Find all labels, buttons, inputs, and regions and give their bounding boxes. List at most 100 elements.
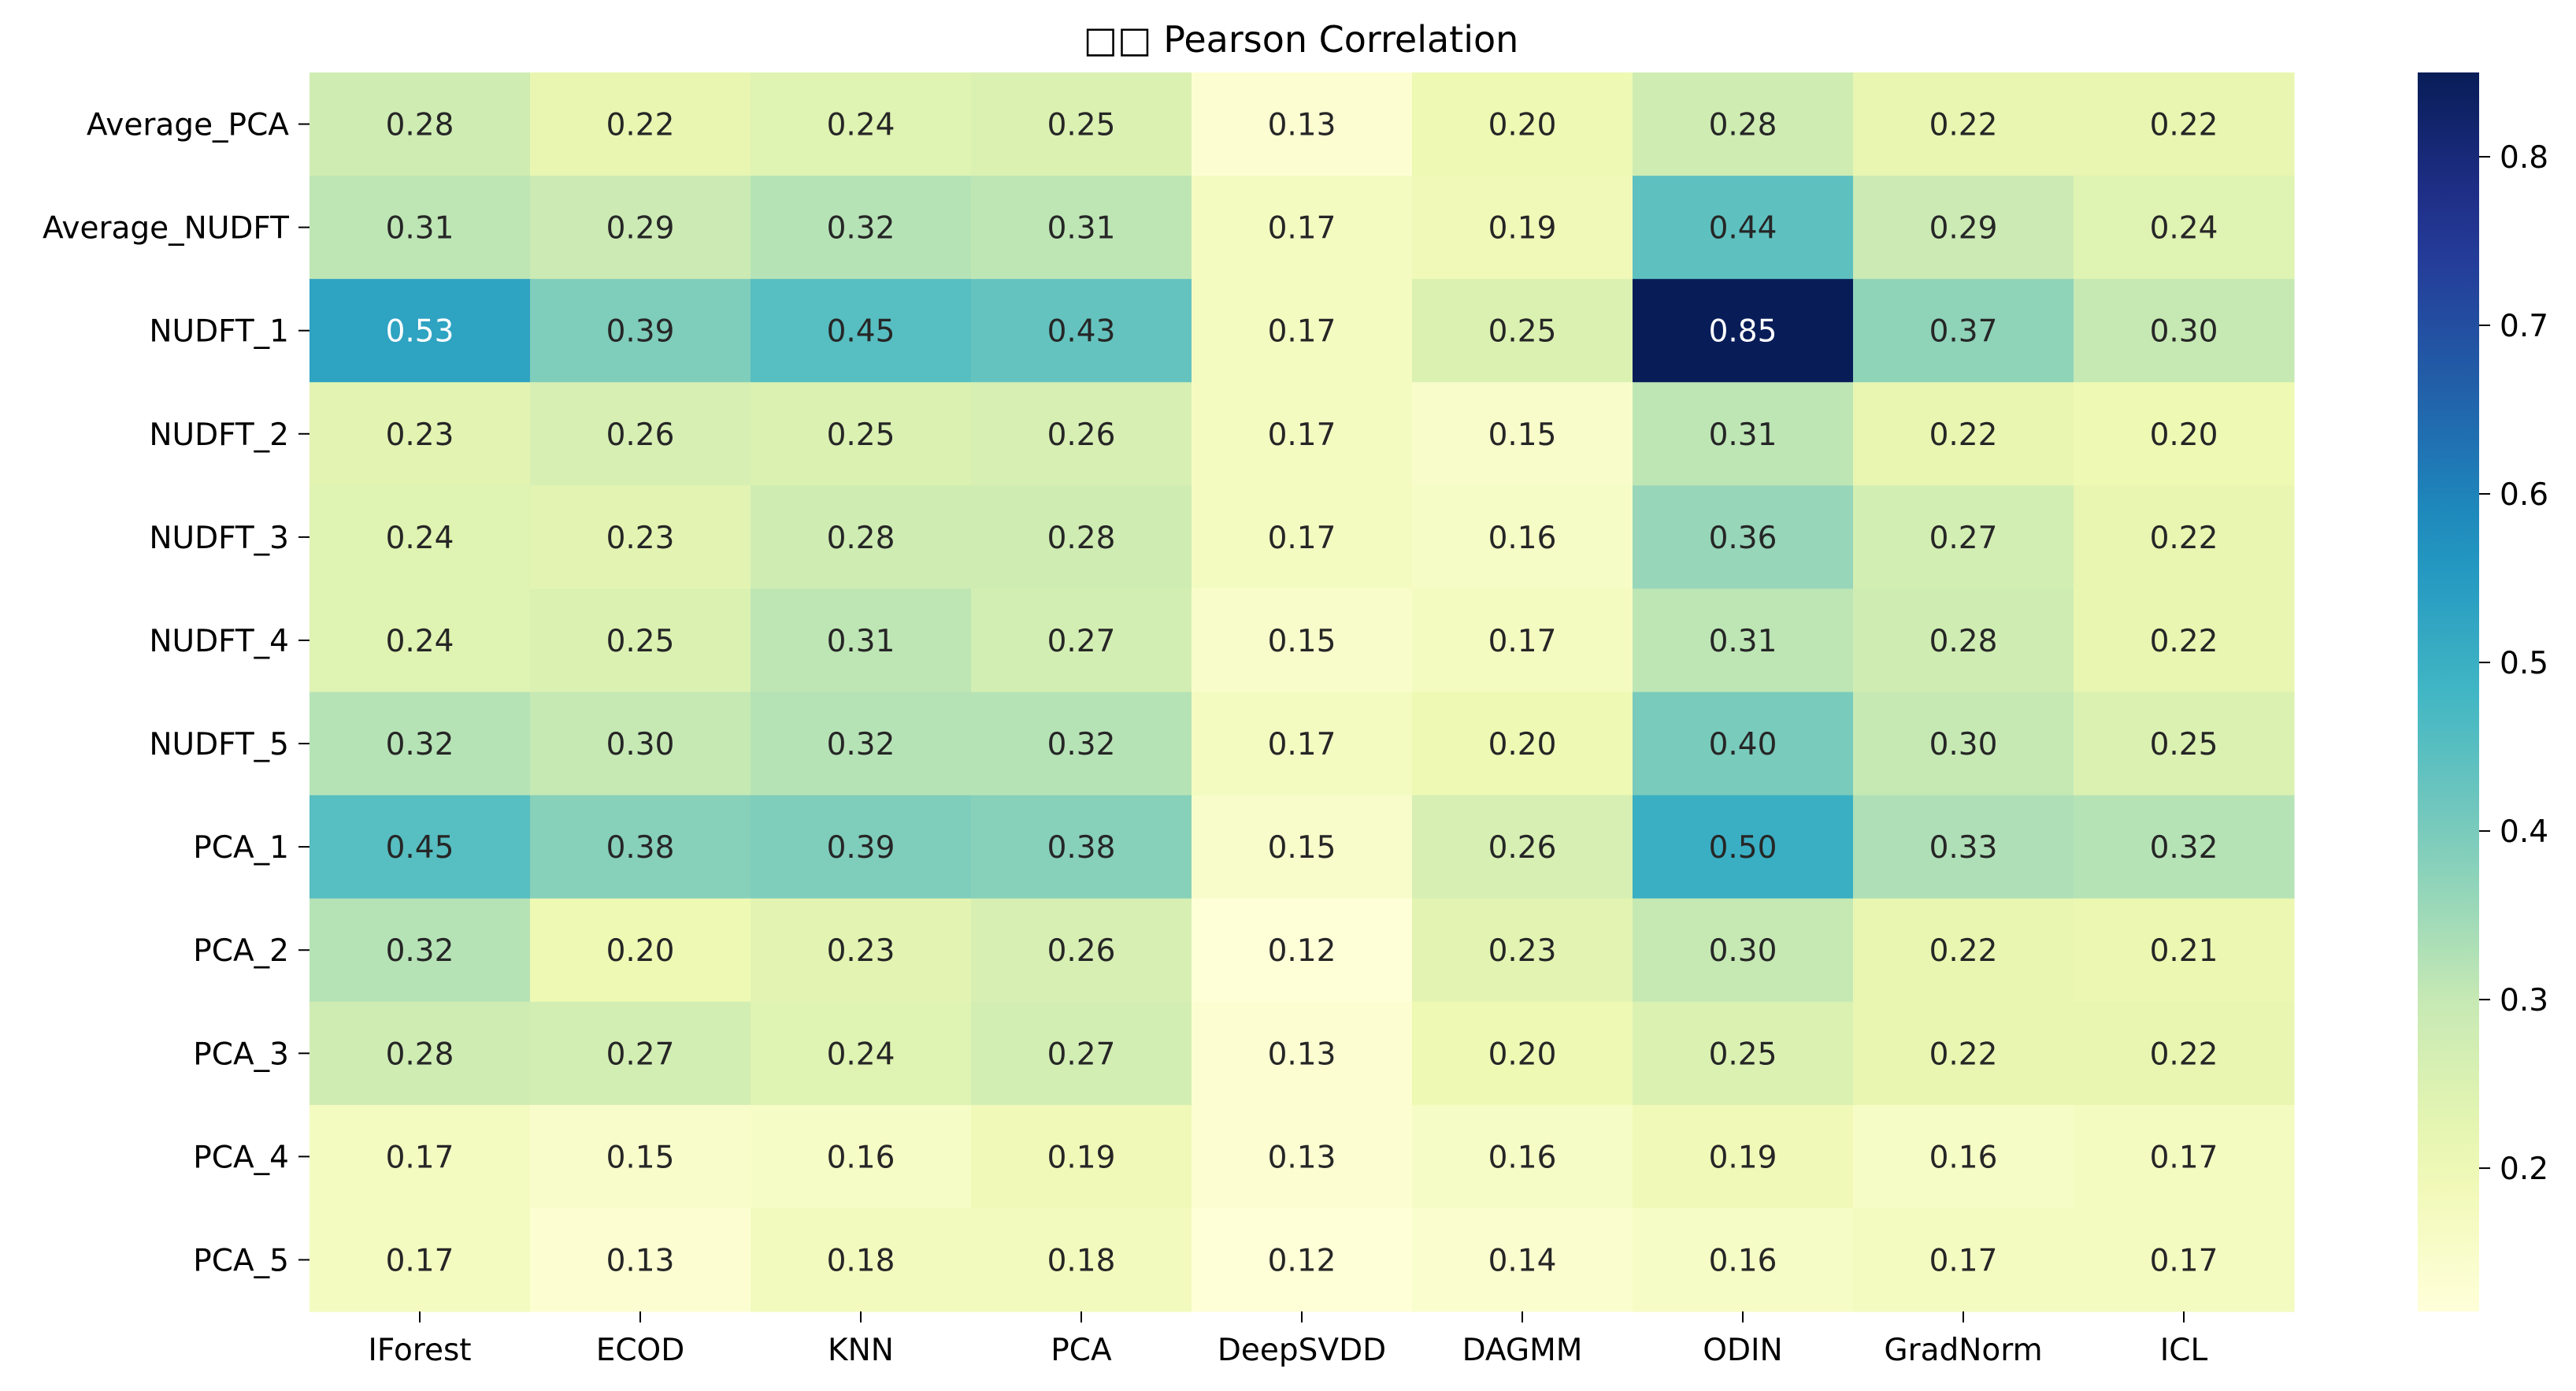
heatmap-cell bbox=[1853, 1207, 2074, 1312]
cell-value-label: 0.12 bbox=[1268, 1243, 1336, 1278]
cell-value-label: 0.14 bbox=[1488, 1243, 1557, 1278]
heatmap-cell bbox=[1192, 72, 1413, 176]
heatmap-cell bbox=[971, 1207, 1192, 1312]
heatmap-cell bbox=[1853, 588, 2074, 693]
heatmap-cell bbox=[1192, 176, 1413, 280]
chart-title: □□ Pearson Correlation bbox=[1084, 18, 1519, 61]
column-label: ICL bbox=[2160, 1333, 2208, 1368]
heatmap-cell bbox=[751, 1104, 972, 1209]
cell-value-label: 0.24 bbox=[386, 521, 454, 556]
heatmap-cell bbox=[1412, 279, 1633, 383]
colorbar-tick-label: 0.4 bbox=[2500, 814, 2548, 850]
cell-value-label: 0.13 bbox=[1268, 108, 1336, 143]
colorbar-gradient bbox=[2418, 72, 2479, 1311]
cell-value-label: 0.15 bbox=[1268, 830, 1336, 866]
heatmap-cell bbox=[971, 1001, 1192, 1106]
heatmap-cell bbox=[751, 795, 972, 900]
heatmap-cell bbox=[1412, 1001, 1633, 1106]
cell-value-label: 0.23 bbox=[386, 417, 454, 453]
heatmap-cell bbox=[971, 279, 1192, 383]
heatmap-cell bbox=[971, 898, 1192, 1003]
cell-value-label: 0.22 bbox=[1929, 933, 1998, 969]
row-label: NUDFT_1 bbox=[149, 314, 289, 350]
row-label: NUDFT_2 bbox=[149, 417, 289, 453]
cell-value-label: 0.19 bbox=[1047, 1140, 1116, 1175]
heatmap-cell bbox=[2074, 588, 2295, 693]
heatmap-cell bbox=[2074, 72, 2295, 176]
cell-value-label: 0.22 bbox=[2150, 108, 2218, 143]
cell-value-label: 0.31 bbox=[386, 211, 454, 247]
cell-value-label: 0.45 bbox=[386, 830, 454, 866]
heatmap-cell bbox=[1192, 1104, 1413, 1209]
cell-value-label: 0.16 bbox=[827, 1140, 895, 1175]
heatmap-cell bbox=[751, 382, 972, 486]
heatmap-cell bbox=[1192, 588, 1413, 693]
cell-value-label: 0.24 bbox=[827, 1037, 895, 1072]
heatmap-cell bbox=[1633, 176, 1854, 280]
heatmap-cell bbox=[2074, 485, 2295, 590]
heatmap-cell bbox=[1633, 795, 1854, 900]
cell-value-label: 0.16 bbox=[1488, 1140, 1557, 1175]
cell-value-label: 0.45 bbox=[827, 314, 895, 350]
cell-value-label: 0.19 bbox=[1709, 1140, 1777, 1175]
row-label: PCA_3 bbox=[193, 1037, 289, 1072]
cell-value-label: 0.17 bbox=[2150, 1140, 2218, 1175]
heatmap-cell bbox=[1633, 279, 1854, 383]
cell-value-label: 0.22 bbox=[2150, 1037, 2218, 1072]
column-label: KNN bbox=[828, 1333, 894, 1368]
row-label: Average_NUDFT bbox=[43, 211, 289, 247]
row-label: PCA_2 bbox=[193, 933, 289, 969]
row-label: PCA_1 bbox=[193, 830, 289, 866]
cell-value-label: 0.85 bbox=[1709, 314, 1777, 350]
heatmap-cell bbox=[1853, 795, 2074, 900]
heatmap-cell bbox=[2074, 898, 2295, 1003]
colorbar-ticks: 0.2 0.3 0.4 0.5 0.6 0.7 0.8 bbox=[2479, 140, 2548, 1187]
cell-value-label: 0.39 bbox=[606, 314, 675, 350]
heatmap-cell bbox=[1853, 692, 2074, 796]
cell-value-label: 0.17 bbox=[386, 1243, 454, 1278]
heatmap-cell bbox=[530, 485, 751, 590]
cell-value-label: 0.17 bbox=[1488, 624, 1557, 659]
cell-value-label: 0.17 bbox=[1268, 727, 1336, 762]
colorbar: 0.2 0.3 0.4 0.5 0.6 0.7 0.8 bbox=[2418, 72, 2548, 1311]
cell-value-label: 0.25 bbox=[1709, 1037, 1777, 1072]
heatmap-cell bbox=[971, 692, 1192, 796]
cell-value-label: 0.28 bbox=[1709, 108, 1777, 143]
cell-value-label: 0.26 bbox=[1047, 417, 1116, 453]
cell-value-label: 0.24 bbox=[827, 108, 895, 143]
heatmap-cell bbox=[2074, 382, 2295, 486]
heatmap-cell bbox=[530, 1207, 751, 1312]
heatmap-cell bbox=[309, 176, 531, 280]
cell-value-label: 0.20 bbox=[1488, 1037, 1557, 1072]
heatmap-cell bbox=[530, 176, 751, 280]
heatmap-cell bbox=[751, 279, 972, 383]
row-label: PCA_5 bbox=[193, 1243, 289, 1278]
cell-value-label: 0.22 bbox=[2150, 624, 2218, 659]
column-label: PCA bbox=[1051, 1333, 1112, 1368]
row-label: NUDFT_4 bbox=[149, 624, 289, 659]
cell-value-label: 0.17 bbox=[1268, 211, 1336, 247]
heatmap-cell bbox=[530, 1104, 751, 1209]
heatmap-cell bbox=[1633, 485, 1854, 590]
cell-value-label: 0.19 bbox=[1488, 211, 1557, 247]
cell-value-label: 0.23 bbox=[1488, 933, 1557, 969]
heatmap-cell bbox=[1412, 1104, 1633, 1209]
cell-value-label: 0.30 bbox=[606, 727, 675, 762]
cell-value-label: 0.17 bbox=[1268, 314, 1336, 350]
heatmap-cell bbox=[751, 72, 972, 176]
cell-value-label: 0.16 bbox=[1488, 521, 1557, 556]
heatmap-cell bbox=[2074, 1207, 2295, 1312]
cell-value-label: 0.18 bbox=[1047, 1243, 1116, 1278]
cell-value-label: 0.25 bbox=[606, 624, 675, 659]
cell-value-label: 0.38 bbox=[606, 830, 675, 866]
heatmap-cell bbox=[971, 176, 1192, 280]
cell-value-label: 0.23 bbox=[827, 933, 895, 969]
heatmap-cell bbox=[1853, 1104, 2074, 1209]
heatmap-cell bbox=[1853, 898, 2074, 1003]
cell-value-label: 0.32 bbox=[827, 727, 895, 762]
heatmap-cell bbox=[309, 692, 531, 796]
heatmap-cell bbox=[309, 485, 531, 590]
heatmap-cell bbox=[530, 588, 751, 693]
row-label: PCA_4 bbox=[193, 1140, 289, 1175]
heatmap-cell bbox=[1412, 898, 1633, 1003]
